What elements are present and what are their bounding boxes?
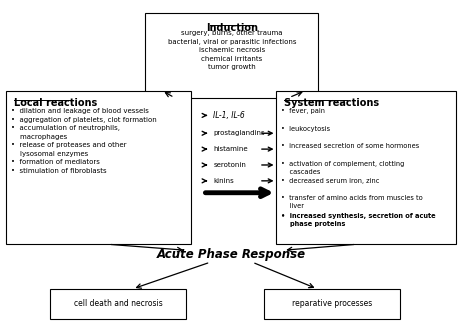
Text: Local reactions: Local reactions bbox=[14, 98, 97, 108]
Text: kinins: kinins bbox=[213, 178, 234, 184]
Text: prostaglandins: prostaglandins bbox=[213, 130, 265, 136]
Text: •  dilation and leakage of blood vessels
•  aggregation of platelets, clot forma: • dilation and leakage of blood vessels … bbox=[11, 109, 157, 174]
Text: •  increased synthesis, secretion of acute
    phase proteins: • increased synthesis, secretion of acut… bbox=[282, 213, 436, 227]
Text: surgery, burns, other trauma
bacterial, viral or parasitic infections
ischaemic : surgery, burns, other trauma bacterial, … bbox=[167, 30, 296, 70]
Text: histamine: histamine bbox=[213, 146, 248, 152]
Text: serotonin: serotonin bbox=[213, 162, 246, 168]
Text: Induction: Induction bbox=[206, 23, 258, 33]
Text: •  increased secretion of some hormones: • increased secretion of some hormones bbox=[282, 143, 419, 149]
Text: •  fever, pain: • fever, pain bbox=[282, 109, 325, 114]
Text: •  leukocytosis: • leukocytosis bbox=[282, 126, 330, 132]
FancyBboxPatch shape bbox=[276, 91, 456, 244]
Text: •  activation of complement, clotting
    cascades: • activation of complement, clotting cas… bbox=[282, 161, 405, 175]
Text: reparative processes: reparative processes bbox=[292, 299, 372, 308]
Text: •  transfer of amino acids from muscles to
    liver: • transfer of amino acids from muscles t… bbox=[282, 195, 423, 209]
Text: System reactions: System reactions bbox=[284, 98, 379, 108]
FancyBboxPatch shape bbox=[50, 289, 186, 318]
Text: cell death and necrosis: cell death and necrosis bbox=[73, 299, 163, 308]
FancyBboxPatch shape bbox=[6, 91, 191, 244]
FancyBboxPatch shape bbox=[145, 13, 318, 98]
FancyBboxPatch shape bbox=[264, 289, 400, 318]
Text: •  decreased serum iron, zinc: • decreased serum iron, zinc bbox=[282, 178, 380, 184]
Text: IL-1, IL-6: IL-1, IL-6 bbox=[213, 111, 245, 120]
Text: Acute Phase Response: Acute Phase Response bbox=[157, 248, 306, 261]
